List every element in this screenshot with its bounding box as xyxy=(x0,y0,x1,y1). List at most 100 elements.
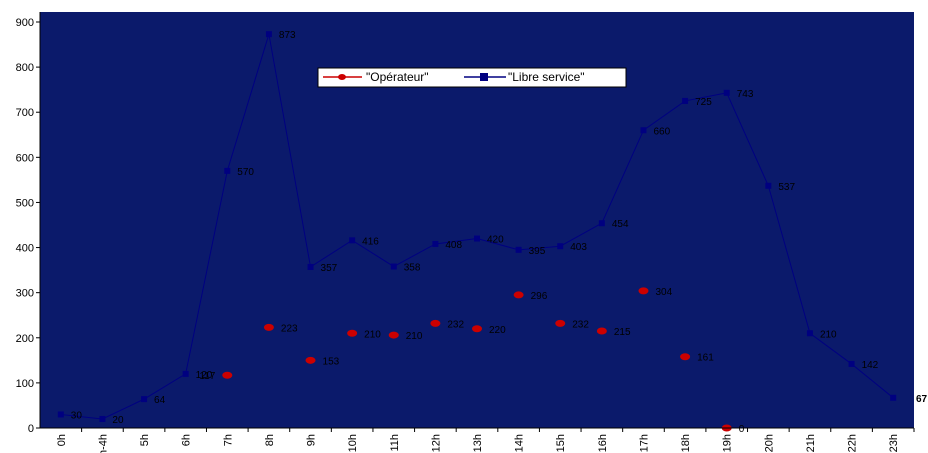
libre-service-data-label: 357 xyxy=(321,263,338,274)
libre-service-point xyxy=(890,394,897,401)
operateur-data-label: 161 xyxy=(697,353,714,364)
x-tick-label: 17h xyxy=(638,434,650,452)
libre-service-point xyxy=(57,411,64,418)
libre-service-data-label: 420 xyxy=(487,235,504,246)
x-tick-label: 20h xyxy=(763,434,775,452)
libre-service-data-label: 20 xyxy=(112,415,124,426)
y-tick-label: 500 xyxy=(16,197,34,209)
libre-service-point xyxy=(99,415,106,422)
libre-service-point xyxy=(265,31,272,38)
libre-service-point xyxy=(141,396,148,403)
operateur-point xyxy=(680,353,691,361)
x-tick-label: 22h xyxy=(847,434,859,452)
x-tick-label: 18h xyxy=(680,434,692,452)
libre-service-point xyxy=(557,243,564,250)
libre-service-data-label: 416 xyxy=(362,236,379,247)
libre-service-data-label: 725 xyxy=(695,97,712,108)
libre-service-data-label: 30 xyxy=(71,410,83,421)
operateur-data-label: 232 xyxy=(447,319,464,330)
y-tick-label: 300 xyxy=(16,288,34,300)
y-tick-label: 900 xyxy=(16,17,34,29)
operateur-point xyxy=(555,319,566,327)
libre-service-data-label: 873 xyxy=(279,30,296,41)
libre-service-point xyxy=(682,97,689,104)
legend: "Opérateur" "Libre service" xyxy=(317,67,627,88)
y-tick-label: 100 xyxy=(16,378,34,390)
libre-service-data-label: 403 xyxy=(570,242,587,253)
operateur-point xyxy=(638,287,649,295)
operateur-point xyxy=(222,371,233,379)
operateur-point xyxy=(596,327,607,335)
x-tick-label: 0h xyxy=(56,434,68,446)
x-tick-label: 15h xyxy=(555,434,567,452)
x-tick-label: 14h xyxy=(514,434,526,452)
x-tick-label: 10h xyxy=(347,434,359,452)
libre-service-point xyxy=(307,263,314,270)
operateur-point xyxy=(347,329,358,337)
x-tick-label: 7h xyxy=(222,434,234,446)
libre-service-data-label: 408 xyxy=(445,240,462,251)
legend-operateur-label: "Opérateur" xyxy=(366,70,429,84)
operateur-data-label: 215 xyxy=(614,327,631,338)
libre-service-data-label: 64 xyxy=(154,395,166,406)
libre-service-point xyxy=(598,220,605,227)
y-tick-label: 400 xyxy=(16,243,34,255)
operateur-data-label: 153 xyxy=(323,356,340,367)
x-tick-label: 8h xyxy=(264,434,276,446)
operateur-data-label: 0 xyxy=(739,424,745,435)
libre-service-point xyxy=(765,182,772,189)
x-tick-label: 12h xyxy=(430,434,442,452)
libre-service-point xyxy=(848,360,855,367)
legend-libre-marker xyxy=(480,73,488,81)
x-tick-label: 5h xyxy=(139,434,151,446)
operateur-data-label: 296 xyxy=(531,291,548,302)
legend-operateur-marker xyxy=(338,74,346,80)
operateur-point xyxy=(388,331,399,339)
x-tick-label: 16h xyxy=(597,434,609,452)
operateur-data-label: 210 xyxy=(364,329,381,340)
libre-service-point xyxy=(224,167,231,174)
libre-service-data-label: 210 xyxy=(820,329,837,340)
operateur-data-label: 304 xyxy=(655,287,672,298)
libre-service-data-label: 454 xyxy=(612,219,629,230)
libre-service-point xyxy=(515,246,522,253)
libre-service-data-label: 67 xyxy=(916,394,928,405)
libre-service-point xyxy=(806,330,813,337)
operateur-point xyxy=(430,319,441,327)
libre-service-data-label: 743 xyxy=(737,89,754,100)
libre-service-data-label: 142 xyxy=(862,360,879,371)
operateur-point xyxy=(472,325,482,333)
x-tick-label: 23h xyxy=(888,434,900,452)
y-tick-label: 700 xyxy=(16,107,34,119)
operateur-data-label: 223 xyxy=(281,323,298,334)
x-tick-label: 9h xyxy=(306,434,318,446)
libre-service-point xyxy=(723,89,730,96)
libre-service-data-label: 120 xyxy=(196,370,213,381)
libre-service-point xyxy=(474,235,480,242)
operateur-point xyxy=(305,356,316,364)
y-tick-label: 600 xyxy=(16,152,34,164)
y-tick-label: 0 xyxy=(28,423,34,435)
libre-service-point xyxy=(432,240,439,247)
x-tick-label: 11h xyxy=(389,434,401,452)
x-tick-label: 21h xyxy=(805,434,817,452)
operateur-point xyxy=(513,291,524,299)
libre-service-data-label: 358 xyxy=(404,263,421,274)
operateur-point xyxy=(263,323,274,331)
libre-service-data-label: 570 xyxy=(237,167,254,178)
y-tick-label: 800 xyxy=(16,62,34,74)
libre-service-data-label: 660 xyxy=(653,126,670,137)
libre-service-data-label: 395 xyxy=(529,246,546,257)
libre-service-point xyxy=(349,237,356,244)
x-tick-label: 19h xyxy=(722,434,734,452)
x-tick-label: 1h-4h xyxy=(97,434,109,453)
libre-service-point xyxy=(640,127,647,134)
libre-service-point xyxy=(182,370,189,377)
x-tick-label: 6h xyxy=(181,434,193,446)
legend-libre-label: "Libre service" xyxy=(508,70,585,84)
x-tick-label: 13h xyxy=(472,434,484,452)
libre-service-point xyxy=(390,263,397,270)
operateur-data-label: 117 xyxy=(199,371,215,382)
libre-service-data-label: 537 xyxy=(778,182,795,193)
